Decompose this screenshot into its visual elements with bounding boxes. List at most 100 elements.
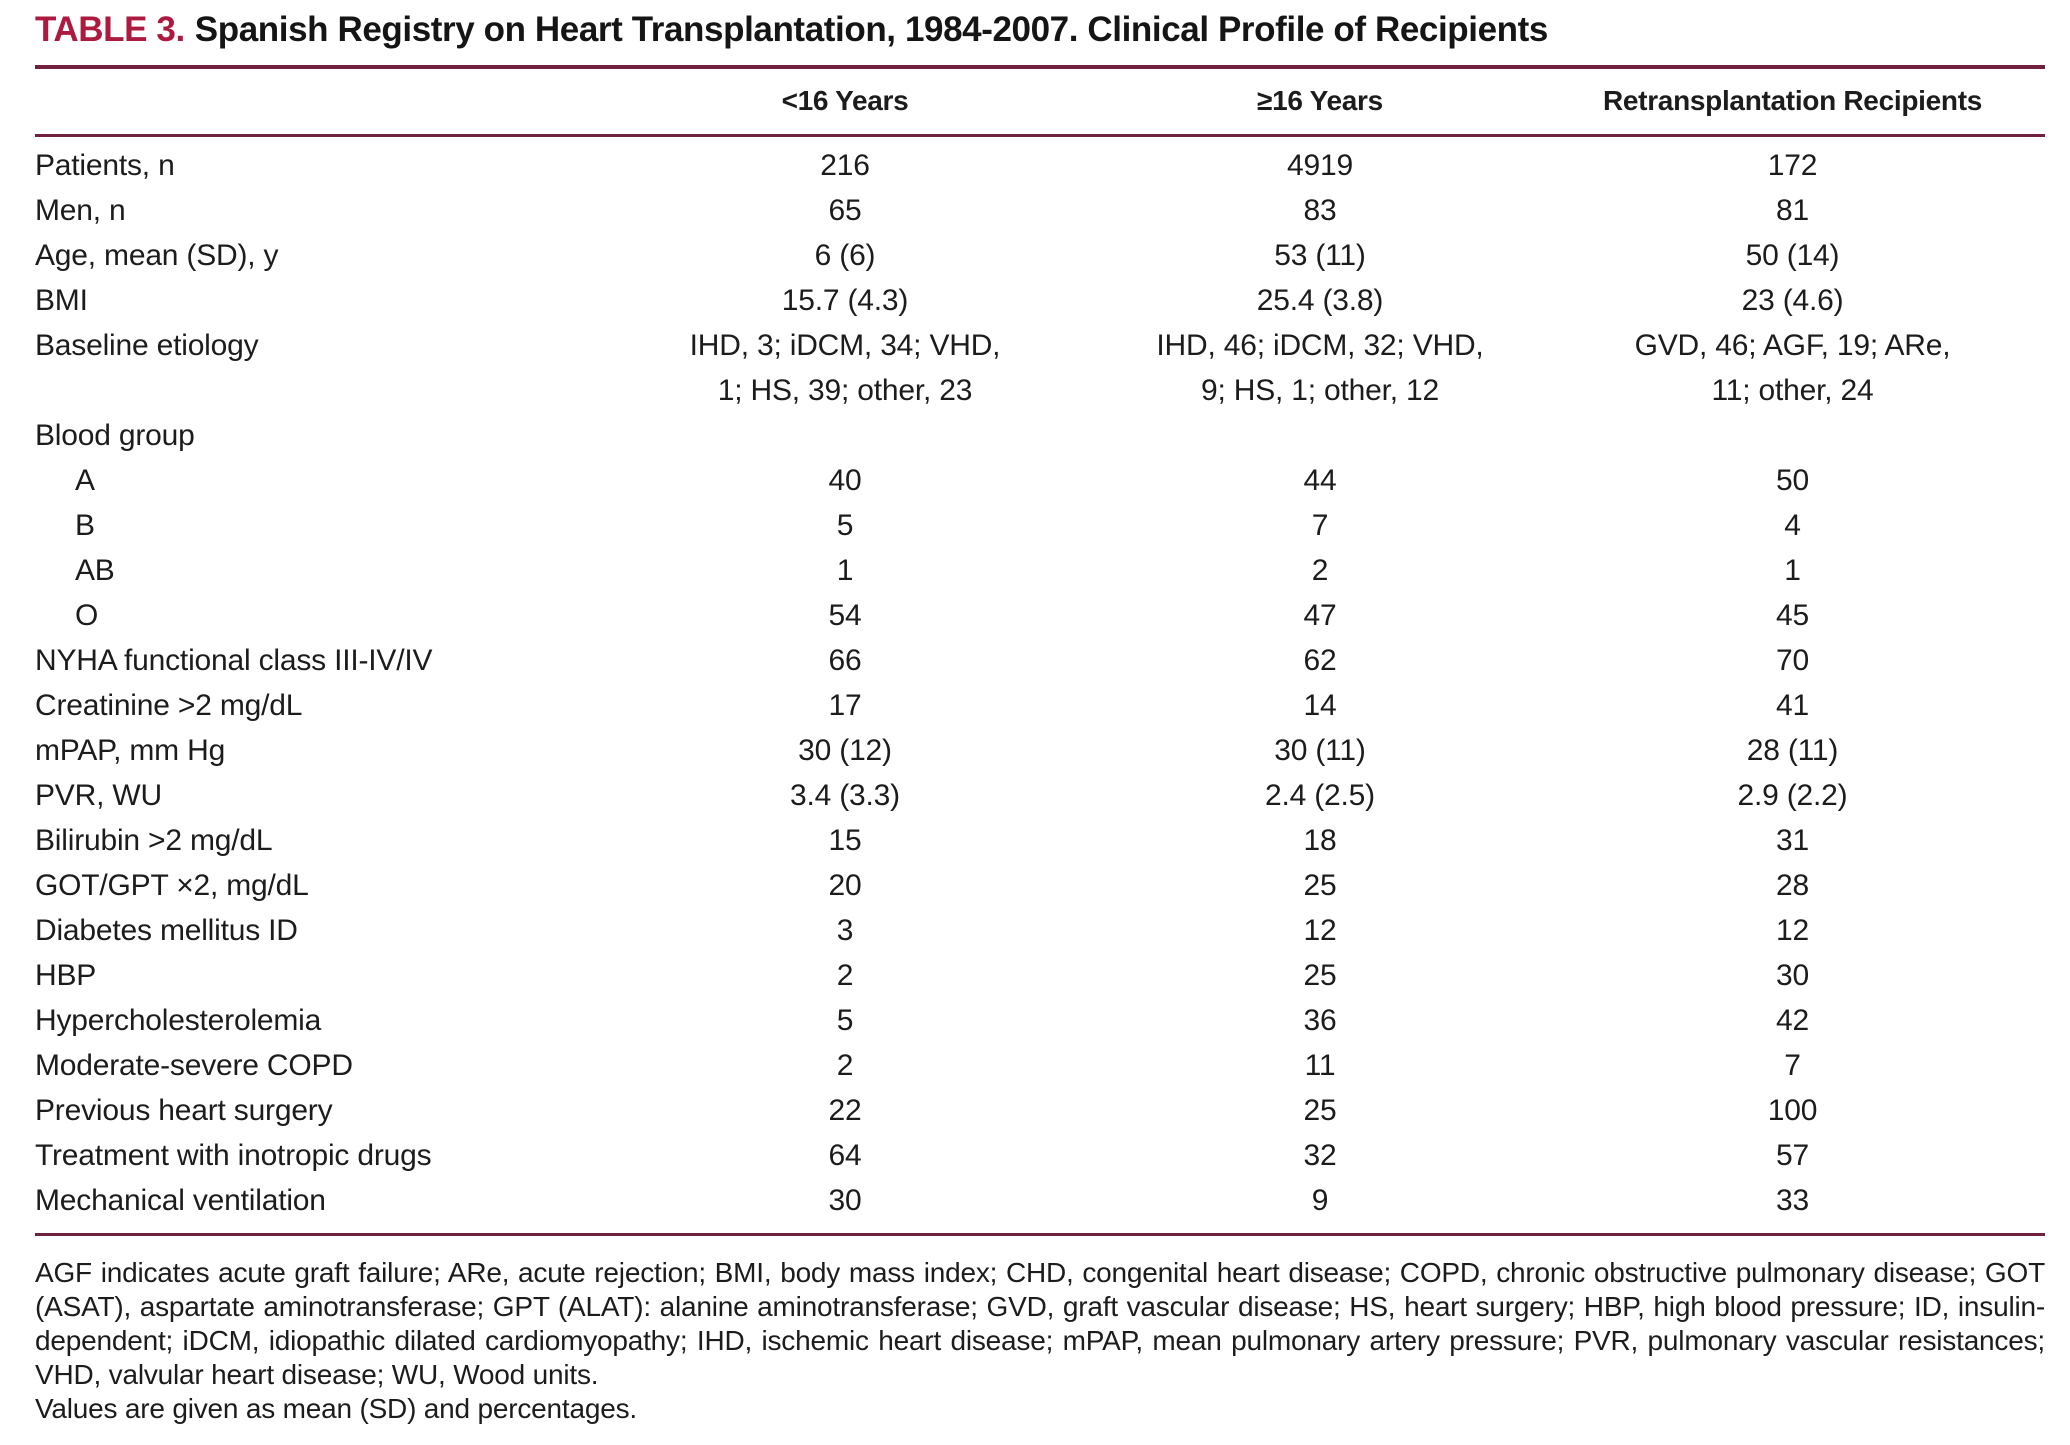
cell-value: 25.4 (3.8) xyxy=(1256,284,1384,317)
cell-value: 25 xyxy=(1303,869,1337,902)
cell-value: 62 xyxy=(1303,644,1337,677)
row-label: Men, n xyxy=(35,194,126,227)
cell-value: 22 xyxy=(828,1094,862,1127)
cell-value: 18 xyxy=(1303,824,1337,857)
cell-value: 9 xyxy=(1311,1184,1329,1217)
cell-value: 53 (11) xyxy=(1274,239,1366,272)
cell-value: 2.9 (2.2) xyxy=(1737,779,1848,812)
table-title: TABLE 3. Spanish Registry on Heart Transp… xyxy=(35,6,2045,69)
cell-value: 45 xyxy=(1776,599,1809,632)
cell-value: 5 xyxy=(836,509,854,542)
table-row: Baseline etiology IHD, 3; iDCM, 34; VHD, … xyxy=(35,323,2045,413)
cell-value: 30 (11) xyxy=(1274,734,1366,767)
row-label: Age, mean (SD), y xyxy=(35,239,279,272)
cell-value: 2 xyxy=(836,959,854,992)
clinical-profile-table: <16 Years ≥16 Years Retransplantation Re… xyxy=(35,69,2045,1236)
table-row: Mechanical ventilation 30 9 33 xyxy=(35,1178,2045,1235)
table-row: Diabetes mellitus ID 3 12 12 xyxy=(35,908,2045,953)
table-row: HBP 2 25 30 xyxy=(35,953,2045,998)
cell-value xyxy=(590,413,1100,458)
column-header-under-16: <16 Years xyxy=(590,69,1100,137)
cell-value: GVD, 46; AGF, 19; ARe, 11; other, 24 xyxy=(1634,329,1951,407)
cell-value: 30 xyxy=(1776,959,1809,992)
row-label: mPAP, mm Hg xyxy=(35,734,226,767)
row-label: GOT/GPT ×2, mg/dL xyxy=(35,869,309,902)
cell-value: 7 xyxy=(1784,1049,1801,1082)
table-row: Hypercholesterolemia 5 36 42 xyxy=(35,998,2045,1043)
cell-value: 30 xyxy=(828,1184,862,1217)
header-row: <16 Years ≥16 Years Retransplantation Re… xyxy=(35,69,2045,137)
cell-value: 44 xyxy=(1303,464,1337,497)
table-row: GOT/GPT ×2, mg/dL 20 25 28 xyxy=(35,863,2045,908)
cell-value: 81 xyxy=(1776,194,1809,227)
cell-value: 36 xyxy=(1303,1004,1337,1037)
row-label: AB xyxy=(75,554,115,587)
cell-value: 64 xyxy=(828,1139,862,1172)
cell-value: 172 xyxy=(1767,149,1818,182)
footnote-values-note: Values are given as mean (SD) and percen… xyxy=(35,1393,637,1424)
row-label: HBP xyxy=(35,959,97,992)
cell-value: 12 xyxy=(1303,914,1337,947)
row-label: Mechanical ventilation xyxy=(35,1184,326,1217)
row-label: Bilirubin >2 mg/dL xyxy=(35,824,273,857)
table-title-number: TABLE 3. xyxy=(35,10,185,49)
cell-value: 5 xyxy=(836,1004,854,1037)
cell-value: 14 xyxy=(1303,689,1337,722)
cell-value: 7 xyxy=(1311,509,1329,542)
table-row: mPAP, mm Hg 30 (12) 30 (11) 28 (11) xyxy=(35,728,2045,773)
table-row: Bilirubin >2 mg/dL 15 18 31 xyxy=(35,818,2045,863)
cell-value: 33 xyxy=(1776,1184,1809,1217)
row-label: O xyxy=(75,599,99,632)
cell-value: 1 xyxy=(836,554,854,587)
column-header-16-and-over: ≥16 Years xyxy=(1100,69,1540,137)
cell-value: IHD, 3; iDCM, 34; VHD, 1; HS, 39; other,… xyxy=(689,329,1001,407)
cell-value: 11 xyxy=(1304,1049,1336,1082)
row-label: Hypercholesterolemia xyxy=(35,1004,322,1037)
table-row: AB 1 2 1 xyxy=(35,548,2045,593)
row-label: BMI xyxy=(35,284,88,317)
cell-value: IHD, 46; iDCM, 32; VHD, 9; HS, 1; other,… xyxy=(1156,329,1484,407)
table-row: Patients, n 216 4919 172 xyxy=(35,136,2045,189)
table-body: Patients, n 216 4919 172 Men, n 65 83 81 Age, me… xyxy=(35,136,2045,1235)
cell-value: 2 xyxy=(836,1049,854,1082)
table-row: BMI 15.7 (4.3) 25.4 (3.8) 23 (4.6) xyxy=(35,278,2045,323)
cell-value: 3 xyxy=(836,914,854,947)
table-row: Moderate-severe COPD 2 11 7 xyxy=(35,1043,2045,1088)
table-title-text: Spanish Registry on Heart Transplantatio… xyxy=(194,10,1549,49)
table-row: Age, mean (SD), y 6 (6) 53 (11) 50 (14) xyxy=(35,233,2045,278)
cell-value: 70 xyxy=(1776,644,1809,677)
cell-value: 25 xyxy=(1303,959,1337,992)
column-header-retransplantation: Retransplantation Recipients xyxy=(1540,69,2045,137)
cell-value: 4 xyxy=(1784,509,1801,542)
row-label: Treatment with inotropic drugs xyxy=(35,1139,432,1172)
cell-value: 28 (11) xyxy=(1746,734,1839,767)
row-label: Baseline etiology xyxy=(35,329,259,362)
row-label: Blood group xyxy=(35,419,195,452)
footnote: AGF indicates acute graft failure; ARe, … xyxy=(35,1256,2045,1426)
table-row: A 40 44 50 xyxy=(35,458,2045,503)
table-row: Men, n 65 83 81 xyxy=(35,188,2045,233)
cell-value: 2.4 (2.5) xyxy=(1265,779,1375,812)
cell-value xyxy=(1100,413,1540,458)
table-row: O 54 47 45 xyxy=(35,593,2045,638)
row-label: A xyxy=(75,464,95,497)
table-row: Treatment with inotropic drugs 64 32 57 xyxy=(35,1133,2045,1178)
row-label: Previous heart surgery xyxy=(35,1094,333,1127)
cell-value: 28 xyxy=(1776,869,1809,902)
table-row: PVR, WU 3.4 (3.3) 2.4 (2.5) 2.9 (2.2) xyxy=(35,773,2045,818)
cell-value: 15 xyxy=(828,824,862,857)
footnote-abbreviations: AGF indicates acute graft failure; ARe, … xyxy=(35,1257,2045,1390)
row-label: PVR, WU xyxy=(35,779,162,812)
cell-value: 23 (4.6) xyxy=(1741,284,1844,317)
cell-value: 41 xyxy=(1776,689,1809,722)
cell-value: 6 (6) xyxy=(814,239,876,272)
cell-value: 100 xyxy=(1767,1094,1818,1127)
row-label: Moderate-severe COPD xyxy=(35,1049,353,1082)
cell-value: 40 xyxy=(828,464,862,497)
row-label: Patients, n xyxy=(35,149,175,182)
table-row: Previous heart surgery 22 25 100 xyxy=(35,1088,2045,1133)
cell-value: 50 xyxy=(1776,464,1809,497)
cell-value: 47 xyxy=(1303,599,1337,632)
cell-value: 32 xyxy=(1303,1139,1337,1172)
